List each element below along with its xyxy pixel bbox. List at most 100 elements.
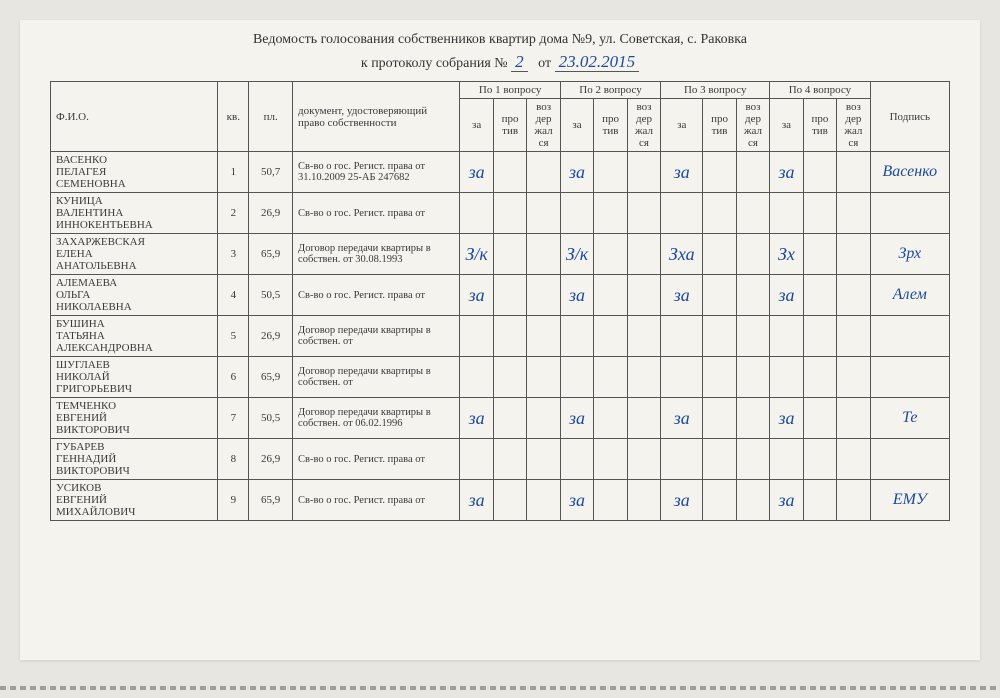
- vote-cell: [594, 275, 627, 316]
- vote-cell: [703, 439, 736, 480]
- th-vozd-2: воз дер жал ся: [627, 99, 660, 152]
- vote-mark: за: [569, 408, 585, 428]
- vote-cell: [736, 152, 769, 193]
- vote-cell: [837, 193, 870, 234]
- vote-cell: [560, 316, 593, 357]
- cell: 9: [218, 480, 249, 521]
- vote-cell: [627, 357, 660, 398]
- vote-cell: [493, 398, 526, 439]
- vote-cell: [627, 234, 660, 275]
- document-header: Ведомость голосования собственников квар…: [50, 30, 950, 73]
- vote-cell: [661, 193, 703, 234]
- vote-cell: за: [661, 398, 703, 439]
- table-row: ЗАХАРЖЕВСКАЯ ЕЛЕНА АНАТОЛЬЕВНА365,9 Дого…: [51, 234, 950, 275]
- vote-cell: за: [661, 480, 703, 521]
- vote-cell: [770, 316, 803, 357]
- cell: БУШИНА ТАТЬЯНА АЛЕКСАНДРОВНА: [51, 316, 218, 357]
- vote-cell: [837, 234, 870, 275]
- vote-cell: [594, 152, 627, 193]
- vote-cell: [594, 193, 627, 234]
- vote-cell: [736, 357, 769, 398]
- th-sign: Подпись: [870, 82, 949, 152]
- vote-mark: за: [778, 490, 794, 510]
- vote-mark: за: [778, 285, 794, 305]
- cell: 26,9: [249, 439, 293, 480]
- vote-cell: [736, 439, 769, 480]
- vote-cell: [661, 357, 703, 398]
- cell: 1: [218, 152, 249, 193]
- voting-table: Ф.И.О. кв. пл. документ, удостоверяющий …: [50, 81, 950, 521]
- vote-cell: за: [661, 275, 703, 316]
- vote-cell: [493, 480, 526, 521]
- signature: Алем: [893, 286, 927, 303]
- cell: Св-во о гос. Регист. права от 31.10.2009…: [293, 152, 460, 193]
- vote-mark: за: [569, 490, 585, 510]
- vote-cell: [837, 316, 870, 357]
- vote-cell: [736, 480, 769, 521]
- cell: ЗАХАРЖЕВСКАЯ ЕЛЕНА АНАТОЛЬЕВНА: [51, 234, 218, 275]
- paper-torn-edge: [0, 686, 1000, 690]
- vote-cell: [803, 357, 836, 398]
- vote-cell: [627, 275, 660, 316]
- th-q3: По 3 вопросу: [661, 82, 770, 99]
- vote-cell: [594, 480, 627, 521]
- vote-cell: за: [460, 480, 493, 521]
- vote-cell: за: [770, 480, 803, 521]
- vote-cell: [803, 234, 836, 275]
- vote-cell: [627, 480, 660, 521]
- th-vozd-3: воз дер жал ся: [736, 99, 769, 152]
- th-za-2: за: [560, 99, 593, 152]
- vote-mark: за: [569, 285, 585, 305]
- vote-mark: за: [674, 285, 690, 305]
- vote-cell: Зх: [770, 234, 803, 275]
- vote-cell: [594, 398, 627, 439]
- vote-cell: [527, 234, 560, 275]
- vote-cell: [837, 398, 870, 439]
- vote-mark: Зха: [669, 244, 695, 264]
- signature-cell: Те: [870, 398, 949, 439]
- cell: 50,5: [249, 275, 293, 316]
- signature-cell: Зрх: [870, 234, 949, 275]
- signature: Те: [902, 409, 917, 426]
- signature-cell: Алем: [870, 275, 949, 316]
- vote-cell: [837, 480, 870, 521]
- vote-cell: [460, 193, 493, 234]
- cell: Св-во о гос. Регист. права от: [293, 439, 460, 480]
- vote-mark: за: [674, 408, 690, 428]
- signature-cell: [870, 357, 949, 398]
- vote-mark: за: [469, 162, 485, 182]
- cell: АЛЕМАЕВА ОЛЬГА НИКОЛАЕВНА: [51, 275, 218, 316]
- vote-cell: [527, 439, 560, 480]
- th-q4: По 4 вопросу: [770, 82, 870, 99]
- signature-cell: [870, 193, 949, 234]
- cell: 65,9: [249, 357, 293, 398]
- cell: 26,9: [249, 316, 293, 357]
- vote-cell: [627, 439, 660, 480]
- table-header: Ф.И.О. кв. пл. документ, удостоверяющий …: [51, 82, 950, 152]
- vote-cell: [493, 152, 526, 193]
- vote-cell: [736, 316, 769, 357]
- vote-cell: [527, 316, 560, 357]
- vote-cell: [803, 398, 836, 439]
- vote-cell: [460, 316, 493, 357]
- th-protiv-1: про тив: [493, 99, 526, 152]
- header-line-2: к протоколу собрания № 2 от 23.02.2015: [361, 50, 639, 74]
- table-row: КУНИЦА ВАЛЕНТИНА ИННОКЕНТЬЕВНА226,9Св-во…: [51, 193, 950, 234]
- vote-cell: [627, 193, 660, 234]
- cell: 8: [218, 439, 249, 480]
- vote-cell: [560, 357, 593, 398]
- cell: 4: [218, 275, 249, 316]
- th-protiv-3: про тив: [703, 99, 736, 152]
- table-row: БУШИНА ТАТЬЯНА АЛЕКСАНДРОВНА526,9 Догово…: [51, 316, 950, 357]
- vote-cell: [837, 439, 870, 480]
- vote-cell: [594, 234, 627, 275]
- vote-cell: [803, 316, 836, 357]
- th-kv: кв.: [218, 82, 249, 152]
- vote-cell: [770, 439, 803, 480]
- protocol-date: 23.02.2015: [555, 52, 640, 72]
- vote-cell: [803, 275, 836, 316]
- vote-cell: за: [560, 152, 593, 193]
- cell: Договор передачи квартиры в собствен. от: [293, 316, 460, 357]
- th-q2: По 2 вопросу: [560, 82, 660, 99]
- vote-cell: за: [770, 152, 803, 193]
